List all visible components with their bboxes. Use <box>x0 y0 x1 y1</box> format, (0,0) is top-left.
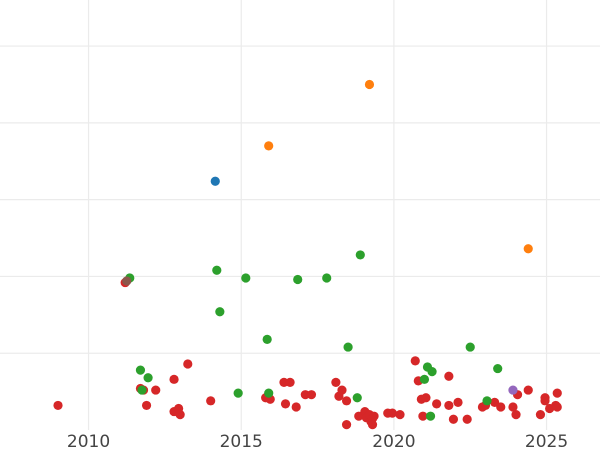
data-point <box>341 420 352 430</box>
data-point <box>233 388 243 398</box>
data-point <box>369 411 379 421</box>
data-point <box>523 244 533 254</box>
data-point <box>343 342 353 352</box>
data-point <box>482 396 492 406</box>
data-point <box>367 420 378 430</box>
data-point <box>135 365 146 375</box>
data-point <box>241 273 251 283</box>
data-points <box>53 79 562 430</box>
data-point <box>264 388 274 398</box>
data-point <box>264 141 274 151</box>
data-point <box>364 79 375 90</box>
data-point <box>53 400 63 411</box>
data-point <box>122 276 132 286</box>
data-point <box>341 396 352 406</box>
data-point <box>262 334 272 344</box>
x-axis-ticks: 2010 2015 2020 2025 <box>67 432 568 450</box>
data-point <box>285 377 295 387</box>
data-point <box>453 397 463 407</box>
data-point <box>331 377 341 387</box>
data-point <box>280 399 291 409</box>
x-tick-label: 2010 <box>67 432 110 450</box>
data-point <box>322 273 332 283</box>
data-point <box>210 176 220 186</box>
data-point <box>511 410 521 420</box>
data-point <box>355 250 365 260</box>
data-point <box>215 307 225 317</box>
data-point <box>425 411 436 421</box>
grid-lines <box>0 0 600 430</box>
data-point <box>552 402 562 412</box>
data-point <box>419 374 430 384</box>
data-point <box>206 396 216 406</box>
data-point <box>444 400 454 411</box>
data-point <box>352 393 362 403</box>
data-point <box>151 385 161 395</box>
x-tick-label: 2025 <box>525 432 568 450</box>
data-point <box>143 373 153 383</box>
data-point <box>395 410 405 420</box>
data-point <box>421 393 431 403</box>
data-point <box>462 414 472 424</box>
x-tick-label: 2020 <box>372 432 415 450</box>
data-point <box>508 385 518 395</box>
data-point <box>175 410 185 420</box>
data-point <box>427 367 437 377</box>
data-point <box>508 402 518 412</box>
data-point <box>141 400 152 411</box>
x-tick-label: 2015 <box>220 432 263 450</box>
data-point <box>418 411 428 421</box>
data-point <box>212 265 222 275</box>
data-point <box>552 388 562 398</box>
data-point <box>523 385 533 395</box>
data-point <box>540 396 550 406</box>
data-point <box>465 342 475 352</box>
data-point <box>337 385 347 395</box>
data-point <box>444 371 454 381</box>
data-point <box>535 410 546 420</box>
data-point <box>183 359 193 369</box>
data-point <box>496 402 506 412</box>
data-point <box>448 414 459 424</box>
data-point <box>410 356 420 366</box>
data-point <box>432 399 442 409</box>
data-point <box>493 363 503 374</box>
data-point <box>169 374 179 384</box>
data-point <box>387 408 397 418</box>
data-point <box>293 274 303 285</box>
data-point <box>137 385 147 395</box>
data-point <box>291 402 301 412</box>
data-point <box>306 390 317 400</box>
